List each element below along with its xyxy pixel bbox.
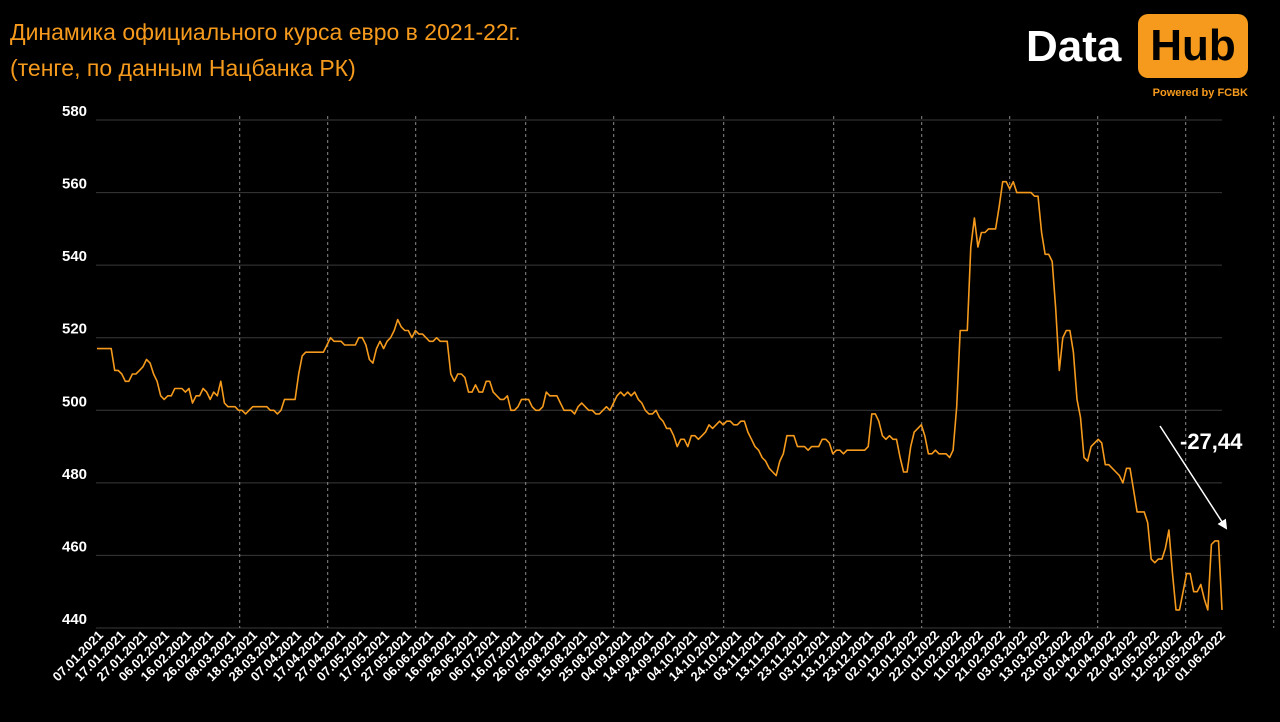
logo-hub-badge: Hub bbox=[1138, 14, 1248, 78]
annotation-label: -27,44 bbox=[1180, 429, 1243, 454]
y-tick-label: 460 bbox=[62, 538, 87, 555]
logo-powered-by: Powered by FCBK bbox=[1152, 87, 1248, 99]
series-line-euro-rate bbox=[97, 180, 1223, 611]
y-tick-label: 580 bbox=[62, 103, 87, 120]
y-axis-tick-labels: 440 460 480 500 520 540 560 580 bbox=[62, 103, 87, 628]
y-tick-label: 560 bbox=[62, 176, 87, 193]
chart-title-block: Динамика официального курса евро в 2021-… bbox=[10, 14, 521, 86]
y-tick-label: 500 bbox=[62, 393, 87, 410]
datahub-logo: Data Hub Powered by FCBK bbox=[1026, 14, 1248, 100]
horizontal-gridlines bbox=[96, 119, 1222, 629]
x-axis-tick-labels: 07.01.202117.01.202127.01.202106.02.2021… bbox=[49, 628, 1228, 685]
y-tick-label: 440 bbox=[62, 611, 87, 628]
chart-subtitle: (тенге, по данным Нацбанка РК) bbox=[10, 55, 356, 81]
vertical-gridlines bbox=[239, 116, 1275, 628]
y-tick-label: 480 bbox=[62, 466, 87, 483]
chart-title: Динамика официального курса евро в 2021-… bbox=[10, 19, 521, 45]
logo-data-text: Data bbox=[1026, 22, 1122, 71]
y-tick-label: 520 bbox=[62, 321, 87, 338]
y-tick-label: 540 bbox=[62, 248, 87, 265]
annotation-arrow bbox=[1159, 425, 1228, 530]
